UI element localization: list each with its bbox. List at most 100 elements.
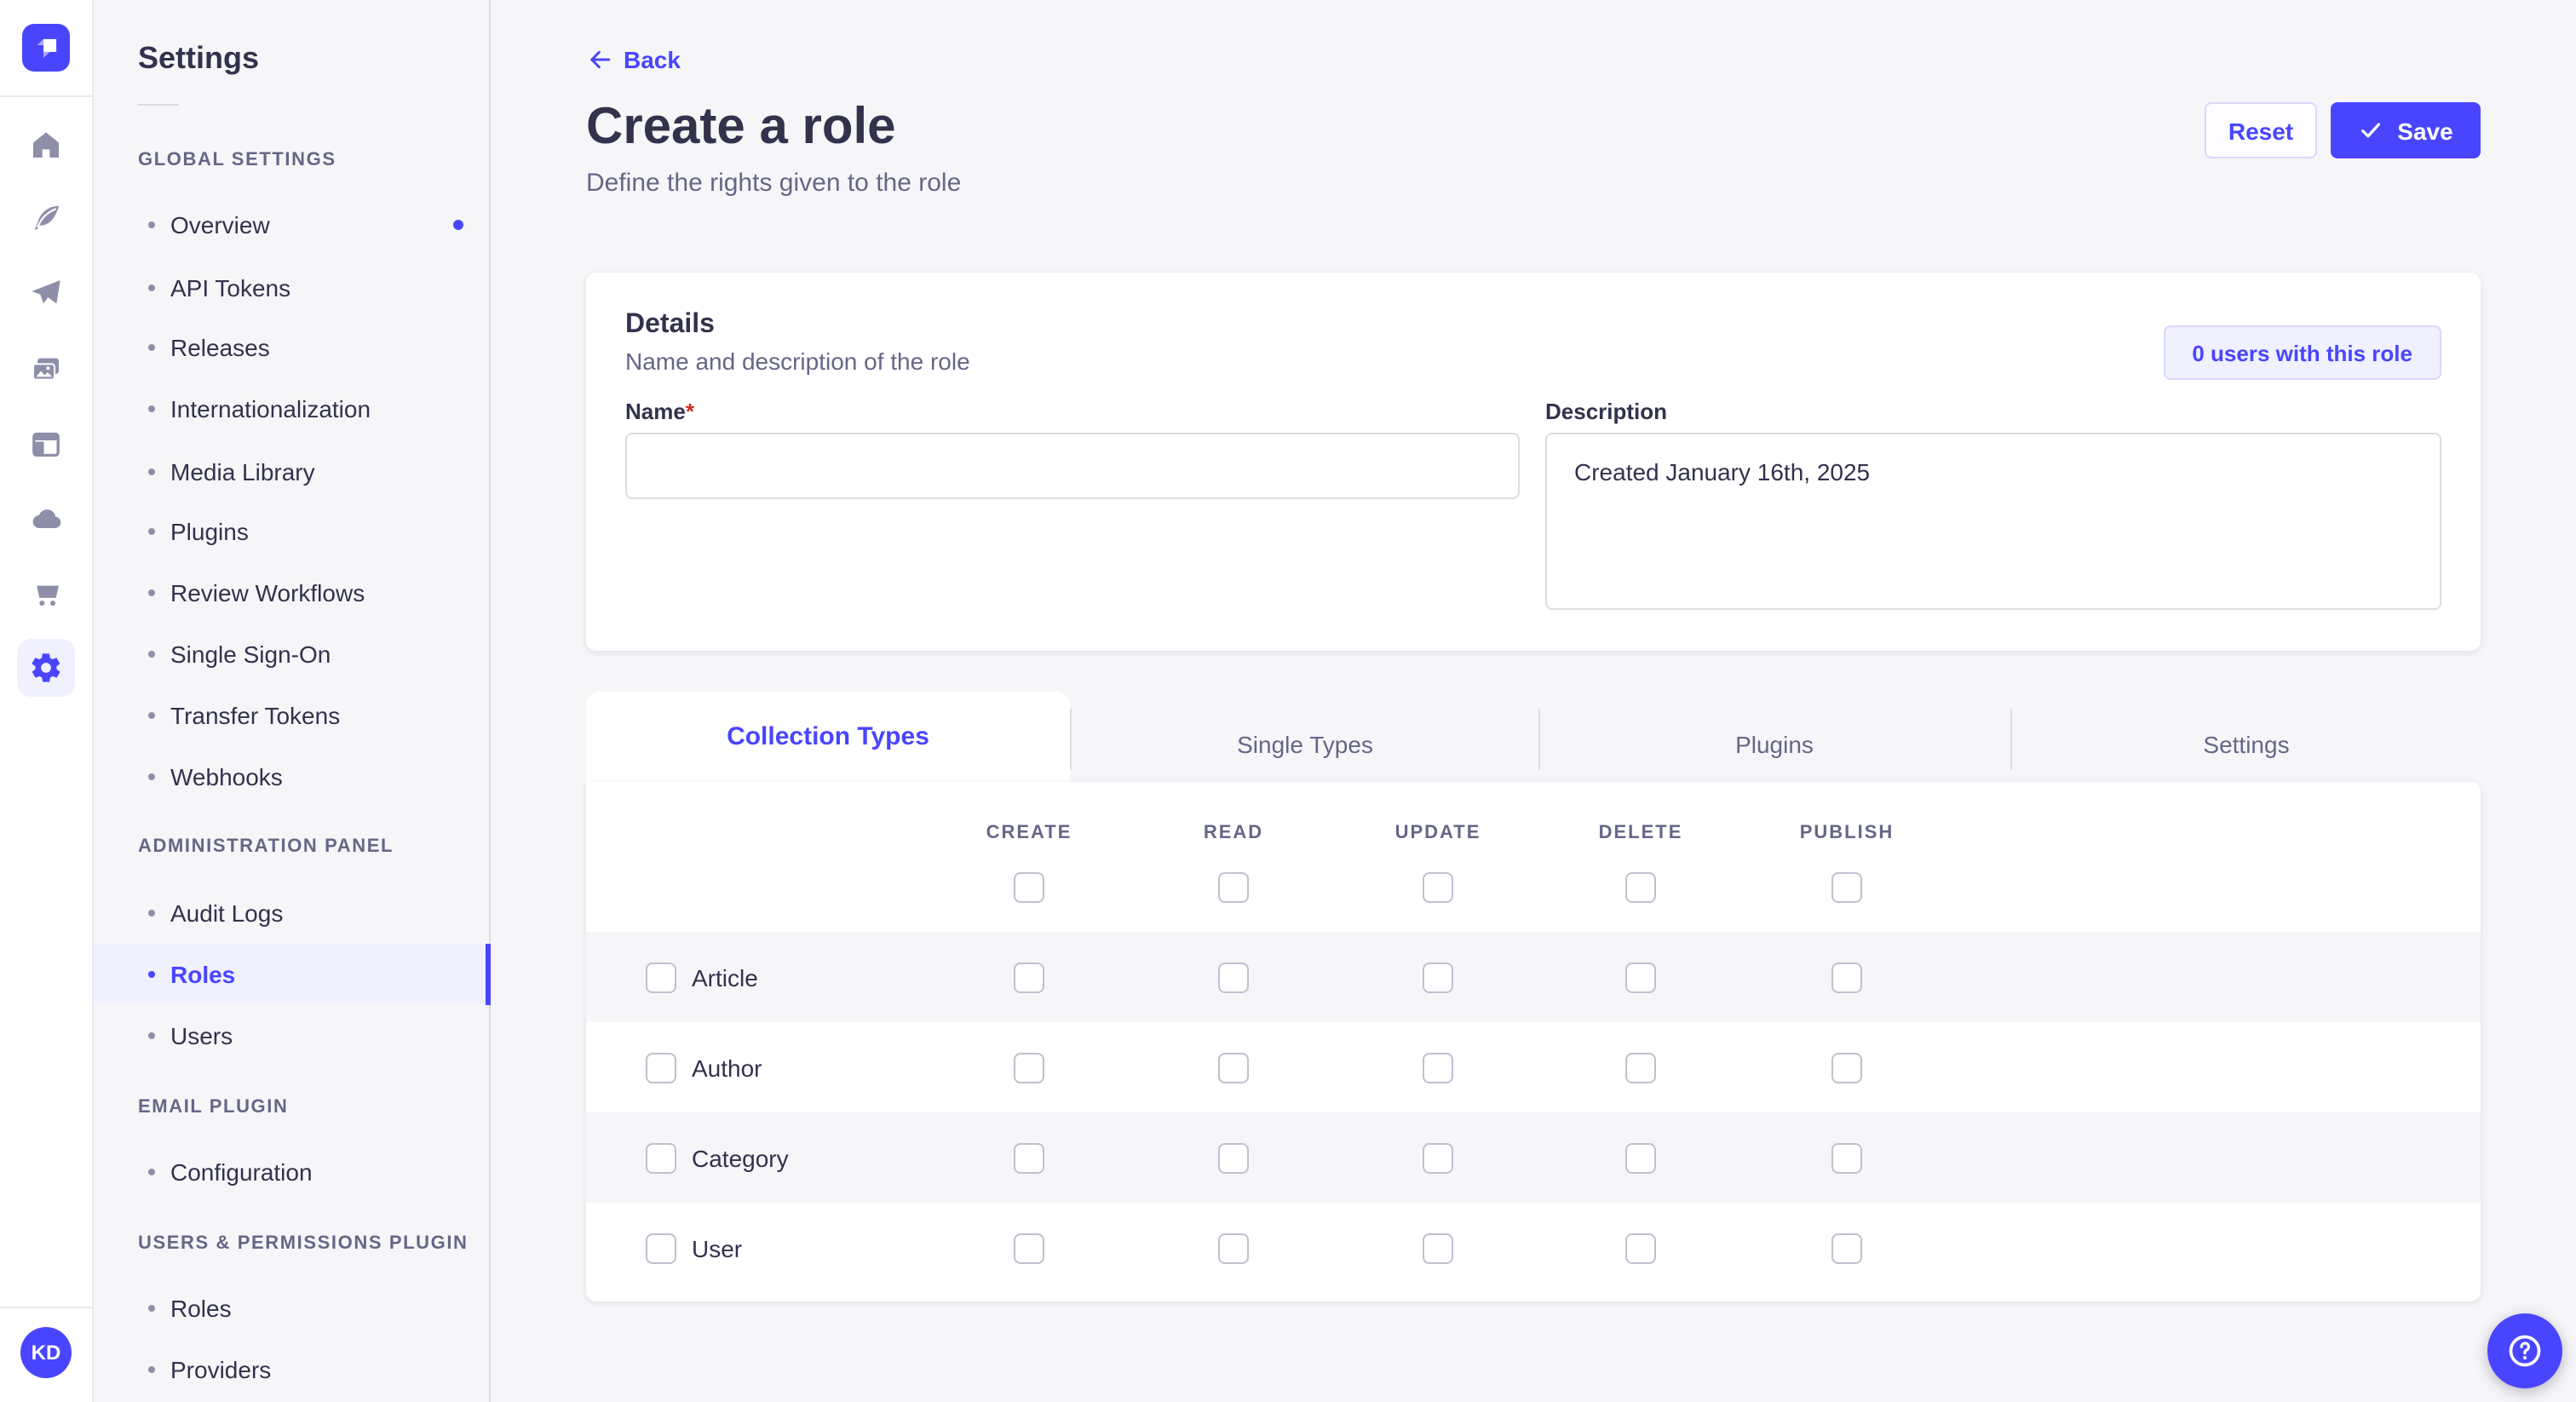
save-button[interactable]: Save — [2331, 102, 2481, 158]
marketplace-cart-icon[interactable] — [29, 576, 63, 610]
author-create-checkbox[interactable] — [1014, 1053, 1044, 1083]
category-update-checkbox[interactable] — [1423, 1143, 1453, 1174]
row-select-checkbox[interactable] — [646, 1143, 676, 1174]
category-delete-checkbox[interactable] — [1625, 1143, 1656, 1174]
user-create-checkbox[interactable] — [1014, 1233, 1044, 1264]
sidebar-item-configuration[interactable]: Configuration — [94, 1141, 491, 1203]
row-select-checkbox[interactable] — [646, 1053, 676, 1083]
active-indicator-bar — [486, 944, 491, 1005]
user-delete-checkbox[interactable] — [1625, 1233, 1656, 1264]
sidebar-item-media-library[interactable]: Media Library — [94, 441, 491, 503]
column-header-create: CREATE — [986, 823, 1072, 843]
tab-divider — [1070, 709, 1072, 770]
rail-bottom-divider — [0, 1307, 94, 1308]
icon-rail: KD — [0, 0, 94, 1402]
layout-icon[interactable] — [29, 428, 63, 462]
article-update-checkbox[interactable] — [1423, 962, 1453, 993]
category-read-checkbox[interactable] — [1218, 1143, 1249, 1174]
bullet-dot — [148, 971, 155, 978]
details-card-subtitle: Name and description of the role — [625, 348, 970, 375]
category-create-checkbox[interactable] — [1014, 1143, 1044, 1174]
bullet-dot — [148, 712, 155, 719]
users-with-role-badge[interactable]: 0 users with this role — [2163, 325, 2441, 380]
user-avatar[interactable]: KD — [20, 1327, 72, 1378]
article-publish-checkbox[interactable] — [1831, 962, 1862, 993]
select-all-create-checkbox[interactable] — [1014, 872, 1044, 903]
section-users-permissions-plugin: USERS & PERMISSIONS PLUGIN — [138, 1233, 469, 1254]
media-library-icon[interactable] — [29, 353, 63, 387]
select-all-read-checkbox[interactable] — [1218, 872, 1249, 903]
reset-button[interactable]: Reset — [2205, 102, 2317, 158]
bullet-dot — [148, 910, 155, 916]
author-update-checkbox[interactable] — [1423, 1053, 1453, 1083]
tab-settings[interactable]: Settings — [2203, 730, 2290, 757]
user-read-checkbox[interactable] — [1218, 1233, 1249, 1264]
settings-nav-active[interactable] — [17, 639, 75, 697]
sidebar-item-audit-logs[interactable]: Audit Logs — [94, 882, 491, 944]
description-textarea[interactable]: Created January 16th, 2025 — [1545, 433, 2441, 610]
send-plane-icon[interactable] — [29, 276, 63, 310]
category-publish-checkbox[interactable] — [1831, 1143, 1862, 1174]
column-header-read: READ — [1203, 823, 1264, 843]
sidebar-title-rule — [138, 104, 179, 106]
sidebar-item-api-tokens[interactable]: API Tokens — [94, 257, 491, 319]
bullet-dot — [148, 468, 155, 475]
sidebar-item-roles-active[interactable]: Roles — [94, 944, 491, 1005]
section-global-settings: GLOBAL SETTINGS — [138, 150, 336, 170]
back-arrow-icon — [590, 50, 611, 69]
select-all-publish-checkbox[interactable] — [1831, 872, 1862, 903]
strapi-logo-glyph — [36, 37, 56, 58]
sidebar-item-single-sign-on[interactable]: Single Sign-On — [94, 623, 491, 685]
sidebar-title: Settings — [138, 41, 260, 75]
section-email-plugin: EMAIL PLUGIN — [138, 1097, 289, 1118]
row-select-checkbox[interactable] — [646, 1233, 676, 1264]
bullet-dot — [148, 1032, 155, 1039]
cloud-icon[interactable] — [29, 503, 63, 537]
tab-plugins[interactable]: Plugins — [1735, 730, 1814, 757]
name-input[interactable] — [625, 433, 1520, 499]
article-create-checkbox[interactable] — [1014, 962, 1044, 993]
name-field-label: Name* — [625, 399, 694, 424]
sidebar-item-overview[interactable]: Overview — [94, 194, 491, 256]
gear-icon — [32, 653, 60, 682]
column-header-publish: PUBLISH — [1799, 823, 1895, 843]
select-all-delete-checkbox[interactable] — [1625, 872, 1656, 903]
bullet-dot — [148, 221, 155, 228]
question-mark-icon — [2509, 1335, 2541, 1367]
permissions-tab-bar: Collection Types Single Types Plugins Se… — [586, 692, 2481, 782]
column-header-update: UPDATE — [1394, 823, 1481, 843]
sidebar-item-webhooks[interactable]: Webhooks — [94, 746, 491, 807]
sidebar-item-transfer-tokens[interactable]: Transfer Tokens — [94, 685, 491, 746]
help-button[interactable] — [2487, 1313, 2562, 1388]
sidebar-item-plugins[interactable]: Plugins — [94, 501, 491, 562]
sidebar-item-providers[interactable]: Providers — [94, 1339, 491, 1400]
user-publish-checkbox[interactable] — [1831, 1233, 1862, 1264]
back-link[interactable]: Back — [586, 44, 681, 75]
bullet-dot — [148, 528, 155, 535]
article-read-checkbox[interactable] — [1218, 962, 1249, 993]
article-delete-checkbox[interactable] — [1625, 962, 1656, 993]
row-select-checkbox[interactable] — [646, 962, 676, 993]
author-read-checkbox[interactable] — [1218, 1053, 1249, 1083]
strapi-logo[interactable] — [22, 24, 70, 72]
sidebar-item-up-roles[interactable]: Roles — [94, 1278, 491, 1339]
sidebar-item-review-workflows[interactable]: Review Workflows — [94, 562, 491, 623]
description-field-label: Description — [1545, 399, 1668, 424]
sidebar-item-users[interactable]: Users — [94, 1005, 491, 1066]
author-publish-checkbox[interactable] — [1831, 1053, 1862, 1083]
settings-sidebar — [94, 0, 491, 1402]
table-row-user: User — [586, 1203, 2481, 1293]
author-delete-checkbox[interactable] — [1625, 1053, 1656, 1083]
tab-single-types[interactable]: Single Types — [1237, 730, 1373, 757]
table-row-category: Category — [586, 1112, 2481, 1203]
sidebar-item-internationalization[interactable]: Internationalization — [94, 378, 491, 440]
page-title: Create a role — [586, 99, 896, 155]
tab-collection-types[interactable]: Collection Types — [586, 692, 1070, 782]
sidebar-item-releases[interactable]: Releases — [94, 317, 491, 378]
select-all-update-checkbox[interactable] — [1423, 872, 1453, 903]
user-update-checkbox[interactable] — [1423, 1233, 1453, 1264]
bullet-dot — [148, 1305, 155, 1312]
home-icon[interactable] — [29, 128, 63, 162]
bullet-dot — [148, 651, 155, 658]
content-feather-icon[interactable] — [29, 201, 63, 235]
